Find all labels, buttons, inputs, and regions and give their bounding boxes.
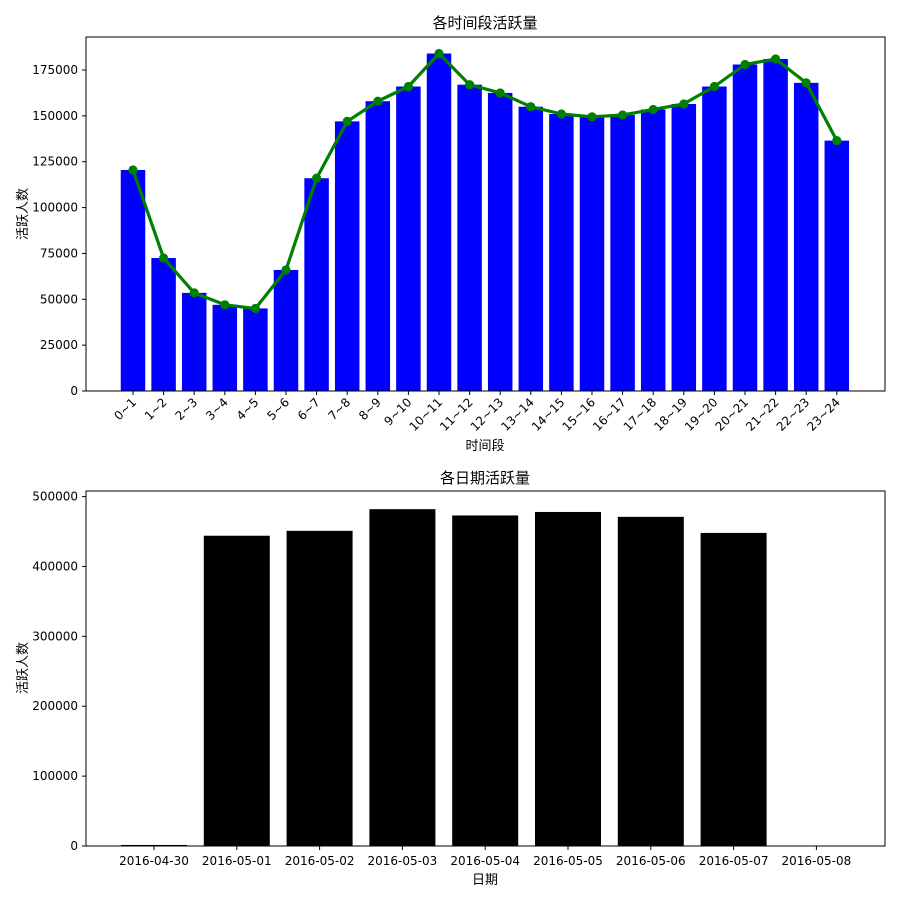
chart1-line-point — [220, 300, 230, 310]
chart1-line-point — [465, 80, 475, 90]
chart2-x-tick-label: 2016-05-01 — [202, 854, 272, 868]
chart1-line-point — [526, 102, 536, 112]
chart1-line-point — [403, 81, 413, 92]
chart1-line-point — [832, 136, 842, 146]
chart1-bar — [487, 92, 513, 392]
chart1-y-tick-label: 75000 — [40, 246, 78, 260]
chart1-line-point — [587, 112, 597, 122]
chart1-bar — [151, 258, 176, 391]
chart1-y-tick-label: 25000 — [40, 338, 78, 352]
chart2-y-axis-label: 活跃人数 — [16, 642, 31, 694]
chart2-bar — [121, 844, 187, 846]
chart1-y-tick-label: 100000 — [32, 201, 78, 215]
chart1-line-point — [709, 81, 720, 92]
chart2-x-tick-label: 2016-05-08 — [782, 854, 852, 868]
chart1-bar — [763, 59, 788, 391]
chart1-line-point — [312, 173, 322, 183]
chart1-line-point — [648, 104, 658, 115]
chart2-x-tick-label: 2016-05-06 — [616, 854, 686, 868]
chart1-y-tick-label: 125000 — [32, 155, 78, 169]
chart1-line-point — [373, 96, 383, 106]
chart2-y-tick-label: 500000 — [32, 490, 78, 504]
chart2-x-tick-label: 2016-05-02 — [285, 854, 355, 868]
chart1-line-point — [159, 253, 169, 263]
chart1-y-tick-label: 50000 — [40, 292, 78, 306]
chart2-bar — [617, 516, 684, 846]
chart1-bar — [365, 101, 391, 391]
chart2-x-tick-label: 2016-04-30 — [119, 854, 189, 868]
chart1-bar — [304, 178, 329, 391]
chart1-bar — [549, 114, 574, 392]
chart2-bar — [369, 509, 436, 846]
chart2-bar — [286, 530, 353, 846]
chart1-bar — [120, 169, 146, 391]
chart1-bar — [518, 106, 544, 392]
chart1-line-point — [556, 109, 567, 119]
chart2-bar — [700, 532, 767, 846]
chart2-bar — [452, 515, 519, 846]
chart1-bars — [120, 53, 850, 392]
chart1-bar — [702, 86, 727, 391]
chart1-y-axis-label: 活跃人数 — [16, 188, 31, 240]
chart1-line-point — [771, 54, 781, 64]
chart1-series-line — [131, 51, 839, 311]
chart2-x-axis-label: 日期 — [472, 873, 498, 888]
chart1-bar — [243, 308, 268, 391]
chart1-line-point — [618, 110, 628, 120]
chart2-bars — [121, 509, 767, 846]
chart1-bar — [396, 86, 421, 391]
chart1-line-point — [250, 303, 260, 314]
chart1-bar — [732, 64, 758, 392]
chart1-bar — [273, 269, 299, 391]
chart1-bar — [212, 304, 238, 391]
chart1-bar — [457, 84, 482, 391]
chart1-line-point — [740, 59, 750, 70]
chart2-bar — [203, 535, 270, 846]
chart2-x-tick-label: 2016-05-05 — [533, 854, 603, 868]
daily-activity-chart: 各日期活跃量 0 100000 200000 300000 400000 500000 2… — [16, 469, 886, 888]
chart2-x-tick-label: 2016-05-07 — [699, 854, 769, 868]
chart2-y-tick-label: 200000 — [32, 699, 78, 713]
chart1-y-ticks: 0 25000 50000 75000 100000 125000 150000 175000 — [32, 63, 86, 398]
chart2-title: 各日期活跃量 — [440, 469, 530, 487]
chart2-bar — [535, 511, 601, 846]
chart1-title: 各时间段活跃量 — [432, 14, 537, 32]
chart1-bar — [426, 53, 452, 391]
chart1-line-point — [128, 165, 138, 175]
chart1-line-point — [189, 288, 199, 298]
chart1-bar — [824, 140, 850, 391]
chart1-plot-frame — [85, 36, 886, 392]
chart2-y-tick-label: 300000 — [32, 629, 78, 643]
chart1-bar — [181, 292, 207, 391]
chart1-line-series — [128, 48, 842, 314]
chart2-y-tick-label: 0 — [70, 839, 78, 853]
chart1-bar — [334, 121, 360, 392]
chart1-bar — [610, 114, 635, 391]
chart2-y-ticks: 0 100000 200000 300000 400000 500000 — [32, 490, 86, 853]
chart2-x-ticks: 2016-04-30 2016-05-01 2016-05-02 2016-05-03… — [119, 846, 851, 868]
chart2-x-tick-label: 2016-05-04 — [450, 854, 520, 868]
chart1-bar — [793, 82, 819, 391]
chart1-bar — [579, 116, 605, 391]
chart1-y-tick-label: 175000 — [32, 63, 78, 77]
chart1-x-axis-label: 时间段 — [465, 439, 504, 454]
chart1-y-tick-label: 0 — [70, 384, 78, 398]
chart1-line-point — [434, 48, 444, 59]
chart1-y-tick-label: 150000 — [32, 109, 78, 123]
chart2-y-tick-label: 400000 — [32, 559, 78, 573]
chart1-line-point — [679, 99, 689, 109]
chart1-line-point — [801, 78, 811, 88]
chart1-bar — [640, 109, 666, 391]
chart1-bar — [671, 103, 697, 392]
chart1-line-point — [495, 88, 505, 98]
chart1-line-point — [342, 116, 352, 126]
chart2-y-tick-label: 100000 — [32, 769, 78, 783]
chart2-x-tick-label: 2016-05-03 — [368, 854, 438, 868]
chart1-line-point — [281, 265, 291, 275]
